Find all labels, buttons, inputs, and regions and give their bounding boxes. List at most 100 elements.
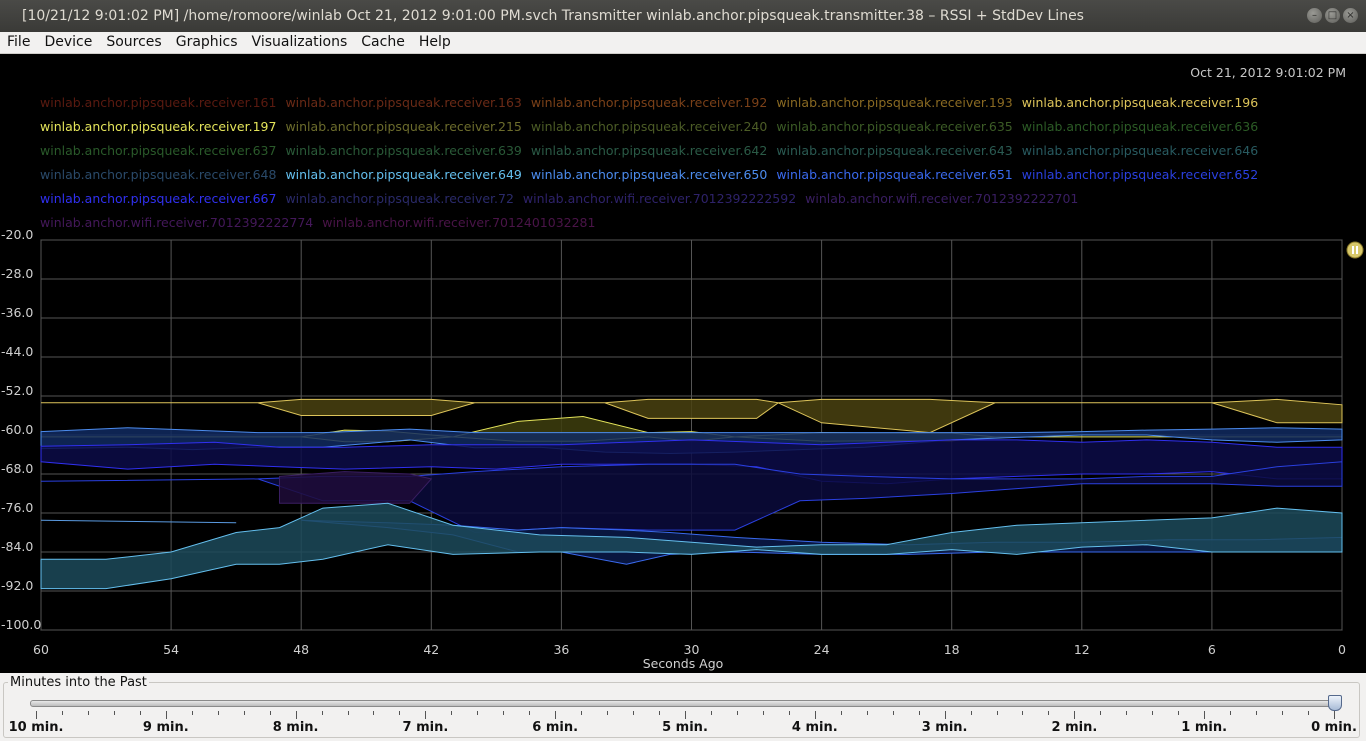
slider-major-tick xyxy=(555,711,557,719)
menu-file[interactable]: File xyxy=(7,34,31,50)
x-tick-label: 12 xyxy=(1074,642,1090,657)
legend-item[interactable]: winlab.anchor.wifi.receiver.701239222270… xyxy=(805,191,1079,206)
x-axis-title: Seconds Ago xyxy=(642,656,724,671)
slider-minor-tick xyxy=(1152,711,1154,715)
slider-tick-marks xyxy=(0,711,1366,719)
legend-item[interactable]: winlab.anchor.pipsqueak.receiver.215 xyxy=(285,119,522,134)
slider-minor-tick xyxy=(788,711,790,715)
legend-row: winlab.anchor.pipsqueak.receiver.197 winl… xyxy=(40,118,1340,142)
slider-minor-tick xyxy=(451,711,453,715)
x-tick-label: 48 xyxy=(293,642,309,657)
legend-item[interactable]: winlab.anchor.pipsqueak.receiver.635 xyxy=(776,119,1013,134)
legend-item[interactable]: winlab.anchor.pipsqueak.receiver.196 xyxy=(1021,95,1259,110)
slider-minor-tick xyxy=(918,711,920,715)
slider-major-tick xyxy=(295,711,297,719)
maximize-icon[interactable]: □ xyxy=(1325,8,1340,23)
slider-major-tick xyxy=(814,711,816,719)
slider-minor-tick xyxy=(970,711,972,715)
slider-major-tick xyxy=(1074,711,1076,719)
legend-item[interactable]: winlab.anchor.pipsqueak.receiver.193 xyxy=(776,95,1013,110)
window-title: [10/21/12 9:01:02 PM] /home/romoore/winl… xyxy=(22,8,1084,24)
legend-item[interactable]: winlab.anchor.pipsqueak.receiver.650 xyxy=(530,167,768,182)
slider-minor-tick xyxy=(1022,711,1024,715)
slider-minor-tick xyxy=(1256,711,1258,715)
pause-icon xyxy=(1346,241,1364,259)
legend-item[interactable]: winlab.anchor.pipsqueak.receiver.161 xyxy=(40,95,277,110)
legend-item[interactable]: winlab.anchor.pipsqueak.receiver.642 xyxy=(530,143,768,158)
slider-tick-labels: 10 min. 9 min. 8 min. 7 min. 6 min. 5 min. 4 m… xyxy=(0,720,1366,736)
minimize-icon[interactable]: – xyxy=(1307,8,1322,23)
y-tick-label: -20.0 xyxy=(1,227,33,242)
close-icon[interactable]: × xyxy=(1343,8,1358,23)
slider-thumb[interactable] xyxy=(1328,695,1342,711)
menu-help[interactable]: Help xyxy=(418,34,451,50)
slider-tick-label: 2 min. xyxy=(1051,720,1098,735)
menu-device[interactable]: Device xyxy=(44,34,93,50)
legend-item[interactable]: winlab.anchor.pipsqueak.receiver.652 xyxy=(1021,167,1259,182)
slider-minor-tick xyxy=(1178,711,1180,715)
legend-item[interactable]: winlab.anchor.pipsqueak.receiver.648 xyxy=(40,167,277,182)
slider-track[interactable] xyxy=(30,700,1342,707)
legend-item[interactable]: winlab.anchor.pipsqueak.receiver.639 xyxy=(285,143,522,158)
series-band xyxy=(40,502,1343,590)
legend-item[interactable]: winlab.anchor.pipsqueak.receiver.163 xyxy=(285,95,522,110)
slider-minor-tick xyxy=(581,711,583,715)
legend-row: winlab.anchor.pipsqueak.receiver.161 winl… xyxy=(40,94,1340,118)
slider-major-tick xyxy=(685,711,686,719)
y-tick-label: -68.0 xyxy=(1,461,33,476)
menu-graphics[interactable]: Graphics xyxy=(175,34,238,50)
y-tick-label: -36.0 xyxy=(1,305,33,320)
series-band xyxy=(41,398,1343,434)
legend-item[interactable]: winlab.anchor.pipsqueak.receiver.649 xyxy=(285,167,522,182)
legend-item[interactable]: winlab.anchor.pipsqueak.receiver.240 xyxy=(530,119,768,134)
legend-row: winlab.anchor.pipsqueak.receiver.648 winl… xyxy=(40,166,1340,190)
legend-item[interactable]: winlab.anchor.wifi.receiver.701239222277… xyxy=(40,215,314,230)
slider-tick-label: 8 min. xyxy=(272,720,319,735)
legend-item[interactable]: winlab.anchor.pipsqueak.receiver.651 xyxy=(776,167,1013,182)
slider-minor-tick xyxy=(243,711,245,715)
window-titlebar[interactable]: [10/21/12 9:01:02 PM] /home/romoore/winl… xyxy=(0,0,1366,32)
slider-minor-tick xyxy=(736,711,738,715)
slider-minor-tick xyxy=(191,711,193,715)
slider-minor-tick xyxy=(61,711,63,715)
slider-minor-tick xyxy=(762,711,764,715)
slider-minor-tick xyxy=(996,711,998,715)
x-tick-label: 54 xyxy=(163,642,179,657)
slider-major-tick xyxy=(1204,711,1206,719)
slider-minor-tick xyxy=(1230,711,1232,715)
menu-bar: File Device Sources Graphics Visualizati… xyxy=(0,32,1366,54)
slider-minor-tick xyxy=(399,711,401,715)
series-line xyxy=(40,519,237,524)
slider-minor-tick xyxy=(633,711,635,715)
menu-visualizations[interactable]: Visualizations xyxy=(251,34,348,50)
slider-tick-label: 10 min. xyxy=(8,720,64,735)
x-tick-label: 18 xyxy=(944,642,960,657)
menu-cache[interactable]: Cache xyxy=(361,34,405,50)
x-tick-label: 36 xyxy=(553,642,569,657)
legend-item[interactable]: winlab.anchor.pipsqueak.receiver.637 xyxy=(40,143,277,158)
legend-item[interactable]: winlab.anchor.pipsqueak.receiver.667 xyxy=(40,191,277,206)
legend-item[interactable]: winlab.anchor.wifi.receiver.701240103228… xyxy=(322,215,596,230)
legend-item[interactable]: winlab.anchor.pipsqueak.receiver.636 xyxy=(1021,119,1259,134)
legend-item[interactable]: winlab.anchor.pipsqueak.receiver.643 xyxy=(776,143,1013,158)
legend-item[interactable]: winlab.anchor.pipsqueak.receiver.192 xyxy=(530,95,768,110)
timestamp: Oct 21, 2012 9:01:02 PM xyxy=(1190,65,1346,80)
pause-icon-bar xyxy=(1352,246,1354,254)
y-tick-label: -44.0 xyxy=(1,344,33,359)
legend-row: winlab.anchor.wifi.receiver.701239222277… xyxy=(40,214,1340,238)
legend-row: winlab.anchor.pipsqueak.receiver.637 winl… xyxy=(40,142,1340,166)
slider-minor-tick xyxy=(1126,711,1128,715)
legend-item[interactable]: winlab.anchor.pipsqueak.receiver.72 xyxy=(285,191,514,206)
slider-minor-tick xyxy=(1100,711,1102,715)
legend-item[interactable]: winlab.anchor.wifi.receiver.701239222259… xyxy=(522,191,797,206)
y-tick-label: -60.0 xyxy=(1,422,33,437)
slider-minor-tick xyxy=(607,711,609,715)
slider-minor-tick xyxy=(503,711,505,715)
pause-icon-bar xyxy=(1356,246,1358,254)
legend-item[interactable]: winlab.anchor.pipsqueak.receiver.197 xyxy=(40,119,277,134)
legend-item[interactable]: winlab.anchor.pipsqueak.receiver.646 xyxy=(1021,143,1259,158)
slider-minor-tick xyxy=(139,711,141,715)
menu-sources[interactable]: Sources xyxy=(106,34,162,50)
plot-area: 60 54 48 42 36 30 24 18 12 6 0 -20.0 -28.0 -36.0 -44.0… xyxy=(0,54,1366,673)
slider-tick-label: 3 min. xyxy=(921,720,968,735)
